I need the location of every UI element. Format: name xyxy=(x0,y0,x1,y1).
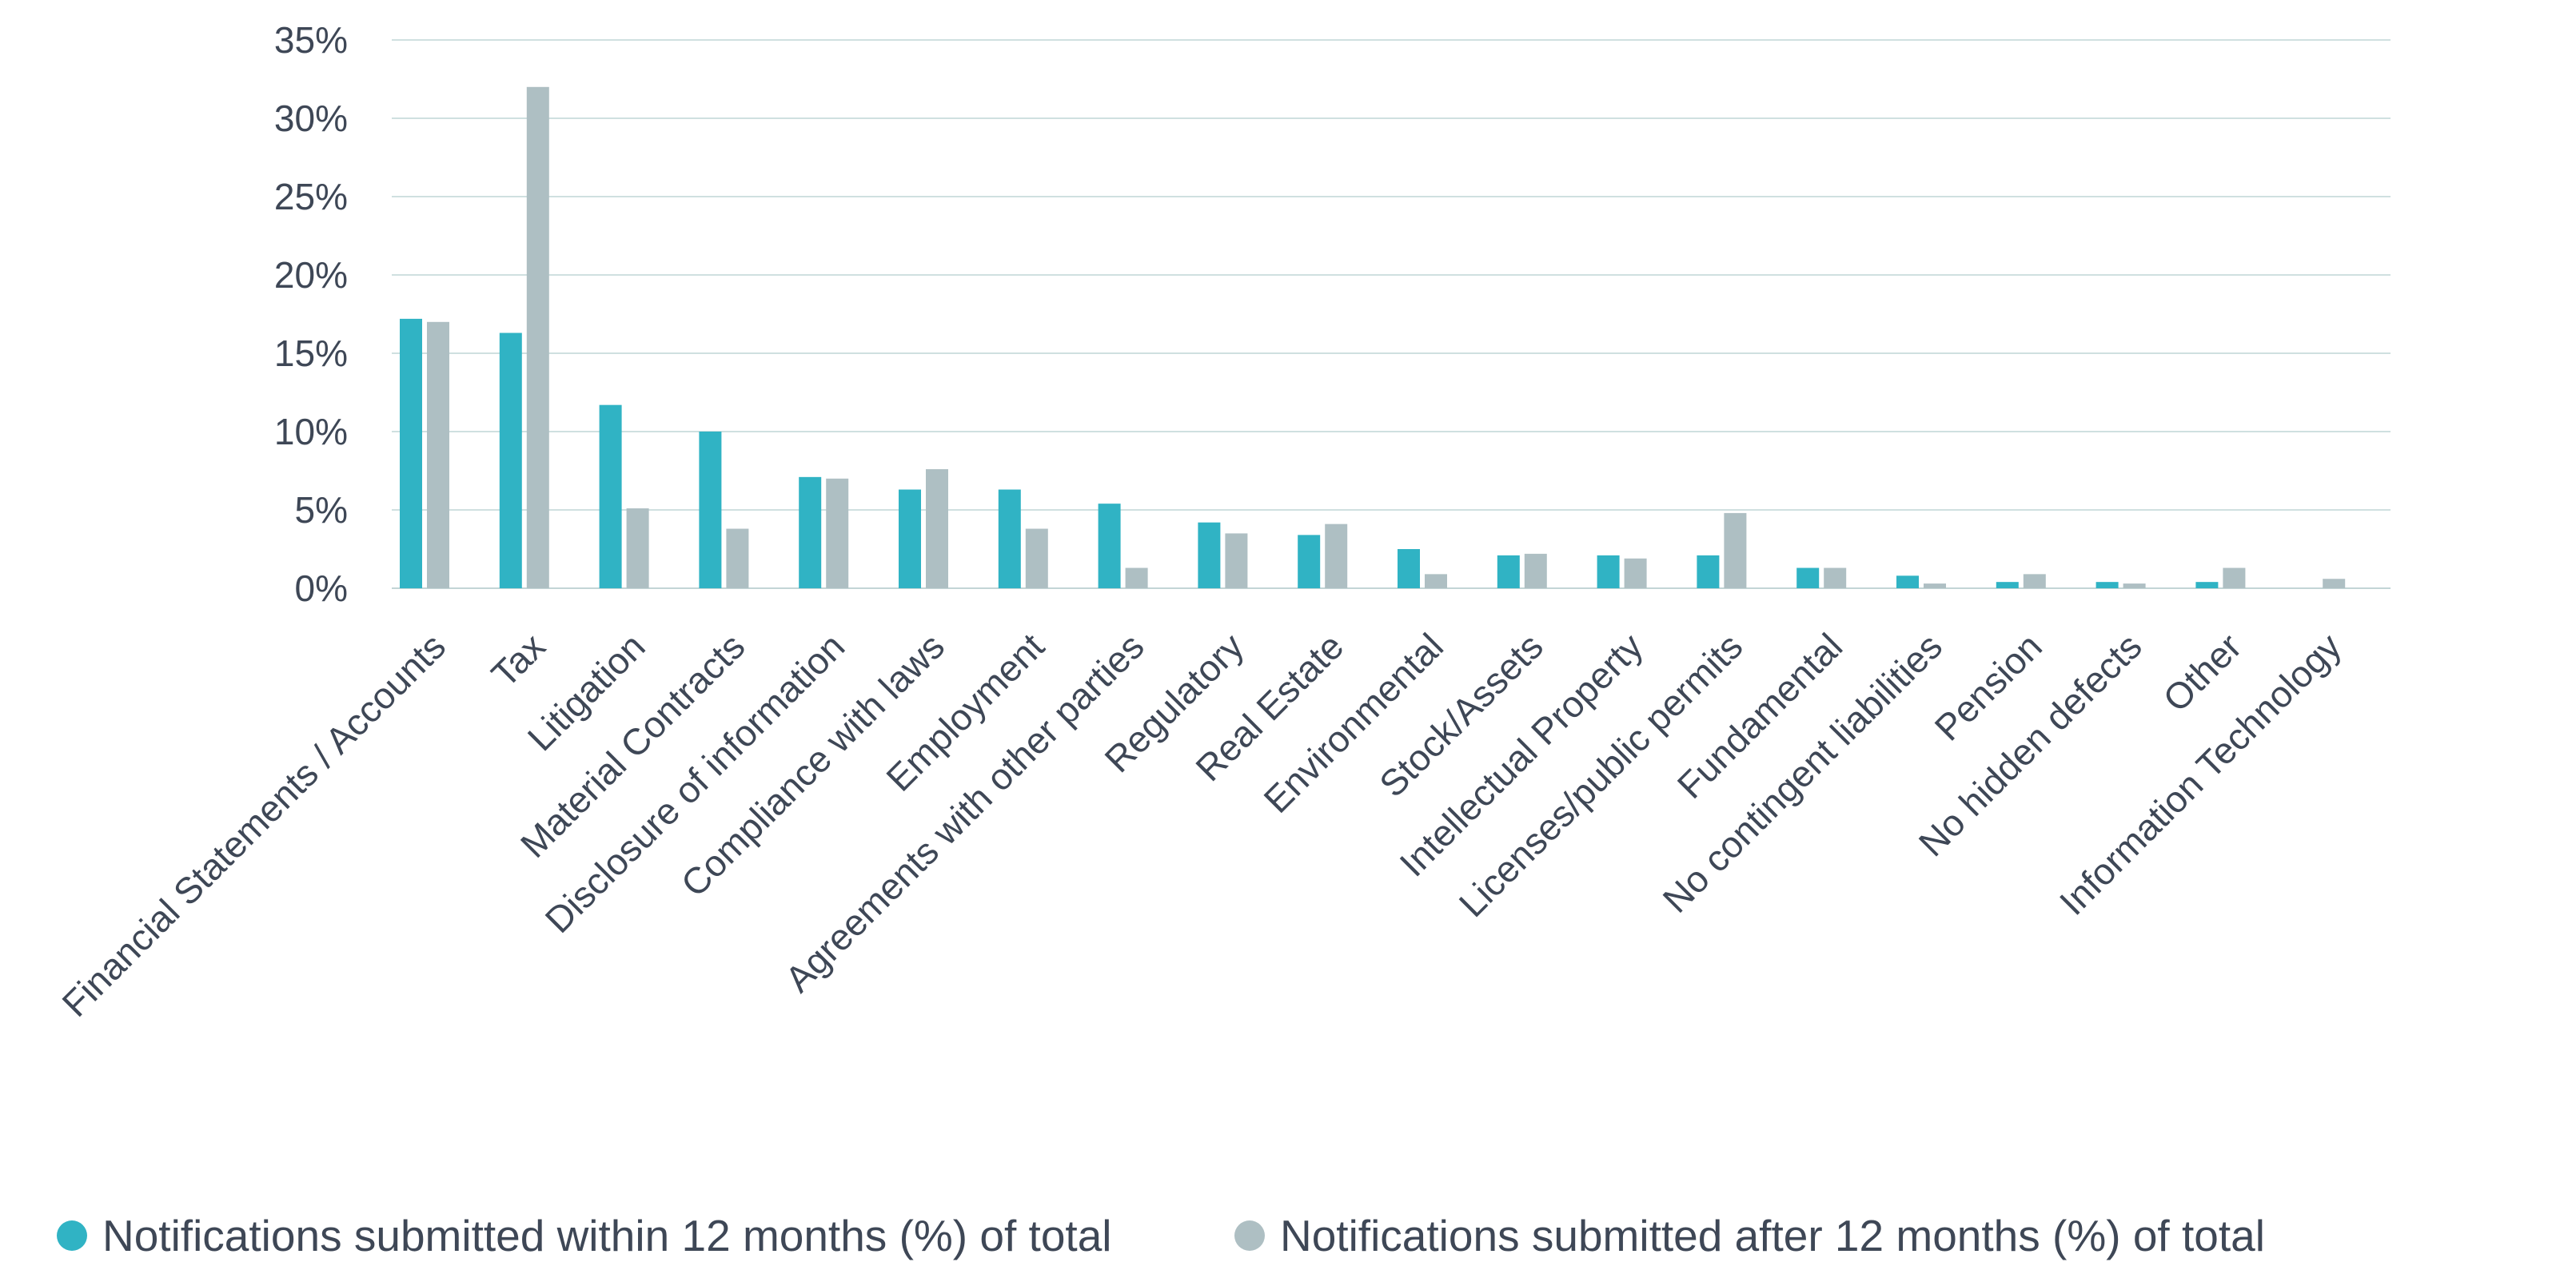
bar-series-2 xyxy=(1924,583,1946,588)
y-tick-label: 30% xyxy=(274,98,348,139)
bar-series-1 xyxy=(2195,582,2219,588)
legend-marker-1 xyxy=(57,1220,87,1251)
bar-series-2 xyxy=(726,528,749,588)
bar-series-1 xyxy=(899,489,921,588)
bar-series-2 xyxy=(1524,553,1547,588)
bar-series-2 xyxy=(926,469,948,588)
bar-series-2 xyxy=(1724,512,1747,588)
bar-series-1 xyxy=(400,318,422,588)
bar-series-2 xyxy=(1824,567,1847,588)
y-tick-label: 5% xyxy=(295,489,348,531)
bar-series-1 xyxy=(1497,555,1520,588)
bar-series-2 xyxy=(1125,567,1148,588)
bar-series-1 xyxy=(599,404,622,588)
bar-series-2 xyxy=(526,86,549,589)
bar-series-1 xyxy=(1098,504,1121,588)
y-axis-ticks: 0% 5% 10% 15% 20% 25% 30% 35% xyxy=(274,19,348,609)
x-axis-labels: Financial Statements / Accounts TaxLitiga… xyxy=(54,625,2349,1025)
x-tick-label: Environmental xyxy=(1255,625,1451,821)
bar-series-1 xyxy=(1896,575,1919,588)
bar-series-2 xyxy=(2023,574,2046,588)
y-tick-label: 20% xyxy=(274,254,348,296)
bar-series-1 xyxy=(1597,555,1620,588)
legend-label-1: Notifications submitted within 12 months… xyxy=(102,1211,1112,1260)
y-tick-label: 25% xyxy=(274,176,348,217)
bar-series-1 xyxy=(2095,582,2119,588)
bar-series-2 xyxy=(427,321,449,588)
legend: Notifications submitted within 12 months… xyxy=(57,1211,2265,1260)
x-tick-label: Tax xyxy=(483,625,552,695)
bar-series-2 xyxy=(2223,567,2246,588)
bar-series-1 xyxy=(1996,582,2019,588)
bar-series-2 xyxy=(1325,524,1348,588)
bar-series-2 xyxy=(1225,533,1248,588)
y-tick-label: 15% xyxy=(274,332,348,374)
x-tick-label: Other xyxy=(2155,625,2249,719)
bar-series-2 xyxy=(1025,528,1048,588)
y-tick-label: 35% xyxy=(274,19,348,61)
bar-series-2 xyxy=(626,508,649,588)
bar-series-1 xyxy=(499,332,522,588)
bar-series-1 xyxy=(799,476,822,588)
bars xyxy=(400,86,2346,589)
bar-series-1 xyxy=(1697,555,1720,588)
gridlines xyxy=(392,39,2391,589)
bar-series-2 xyxy=(1624,558,1647,588)
y-tick-label: 0% xyxy=(295,567,348,609)
y-tick-label: 10% xyxy=(274,411,348,452)
bar-series-1 xyxy=(699,432,722,588)
bar-series-1 xyxy=(1298,535,1321,588)
bar-series-1 xyxy=(1198,522,1221,588)
x-tick-label: Agreements with other parties xyxy=(777,625,1152,1000)
bar-series-2 xyxy=(826,478,849,588)
bar-series-2 xyxy=(2123,583,2146,588)
bar-series-1 xyxy=(1398,549,1420,588)
bar-series-1 xyxy=(1796,567,1820,588)
bar-series-1 xyxy=(998,489,1021,588)
bar-series-2 xyxy=(2323,579,2346,588)
legend-label-2: Notifications submitted after 12 months … xyxy=(1280,1211,2265,1260)
x-tick-label: Financial Statements / Accounts xyxy=(54,625,453,1025)
legend-marker-2 xyxy=(1234,1220,1265,1251)
bar-series-2 xyxy=(1425,574,1447,588)
